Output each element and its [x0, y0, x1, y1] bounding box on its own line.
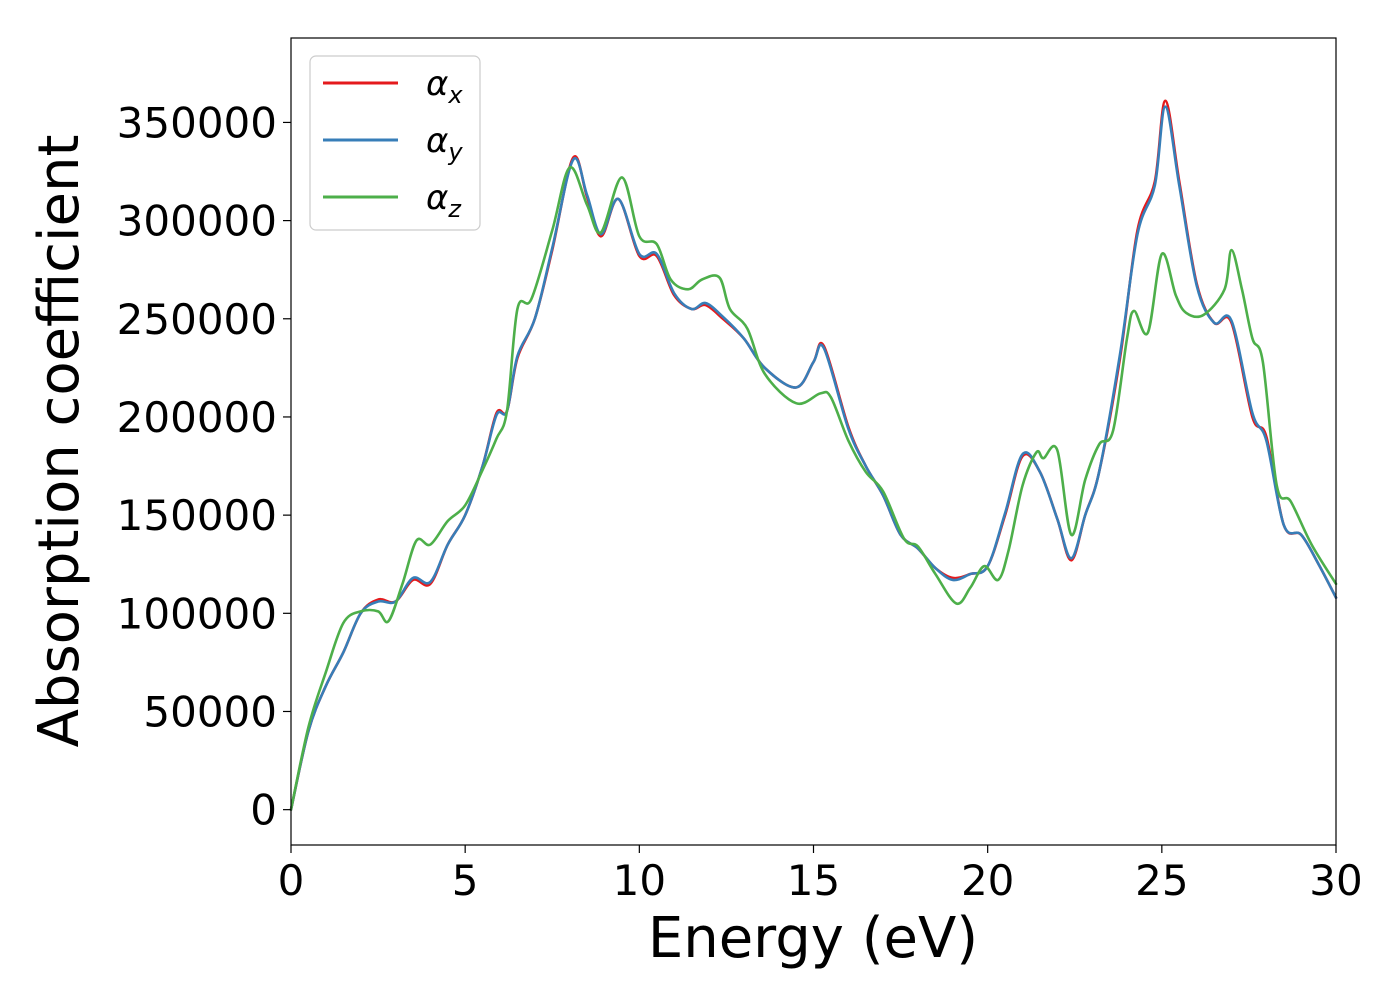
x-tick-label: 10 — [613, 856, 666, 905]
y-tick-label: 350000 — [117, 98, 277, 147]
y-tick-label: 0 — [250, 786, 277, 835]
x-tick-label: 20 — [961, 856, 1014, 905]
y-tick-label: 100000 — [117, 589, 277, 638]
x-axis-ticks: 0 5 10 15 20 25 30 — [278, 845, 1363, 905]
x-tick-label: 0 — [278, 856, 305, 905]
x-axis-title: Energy (eV) — [648, 906, 978, 971]
legend-subscript: x — [447, 81, 463, 109]
series-line-alpha-z — [289, 166, 1338, 811]
y-tick-label: 300000 — [117, 197, 277, 246]
y-axis-title: Absorption coefficient — [27, 135, 92, 748]
x-tick-label: 25 — [1135, 856, 1188, 905]
y-tick-label: 200000 — [117, 393, 277, 442]
x-tick-label: 15 — [787, 856, 840, 905]
x-tick-label: 30 — [1309, 856, 1362, 905]
series-line-alpha-y — [289, 105, 1338, 811]
legend-subscript: z — [447, 195, 462, 223]
legend-box — [309, 55, 481, 231]
legend-subscript: y — [447, 138, 463, 166]
y-tick-label: 250000 — [117, 295, 277, 344]
y-tick-label: 50000 — [143, 687, 277, 736]
y-tick-label: 150000 — [117, 491, 277, 540]
x-tick-label: 5 — [452, 856, 479, 905]
y-axis-ticks: 0 50000 100000 150000 200000 250000 300000 3500… — [117, 98, 291, 835]
series-layer — [289, 99, 1338, 811]
